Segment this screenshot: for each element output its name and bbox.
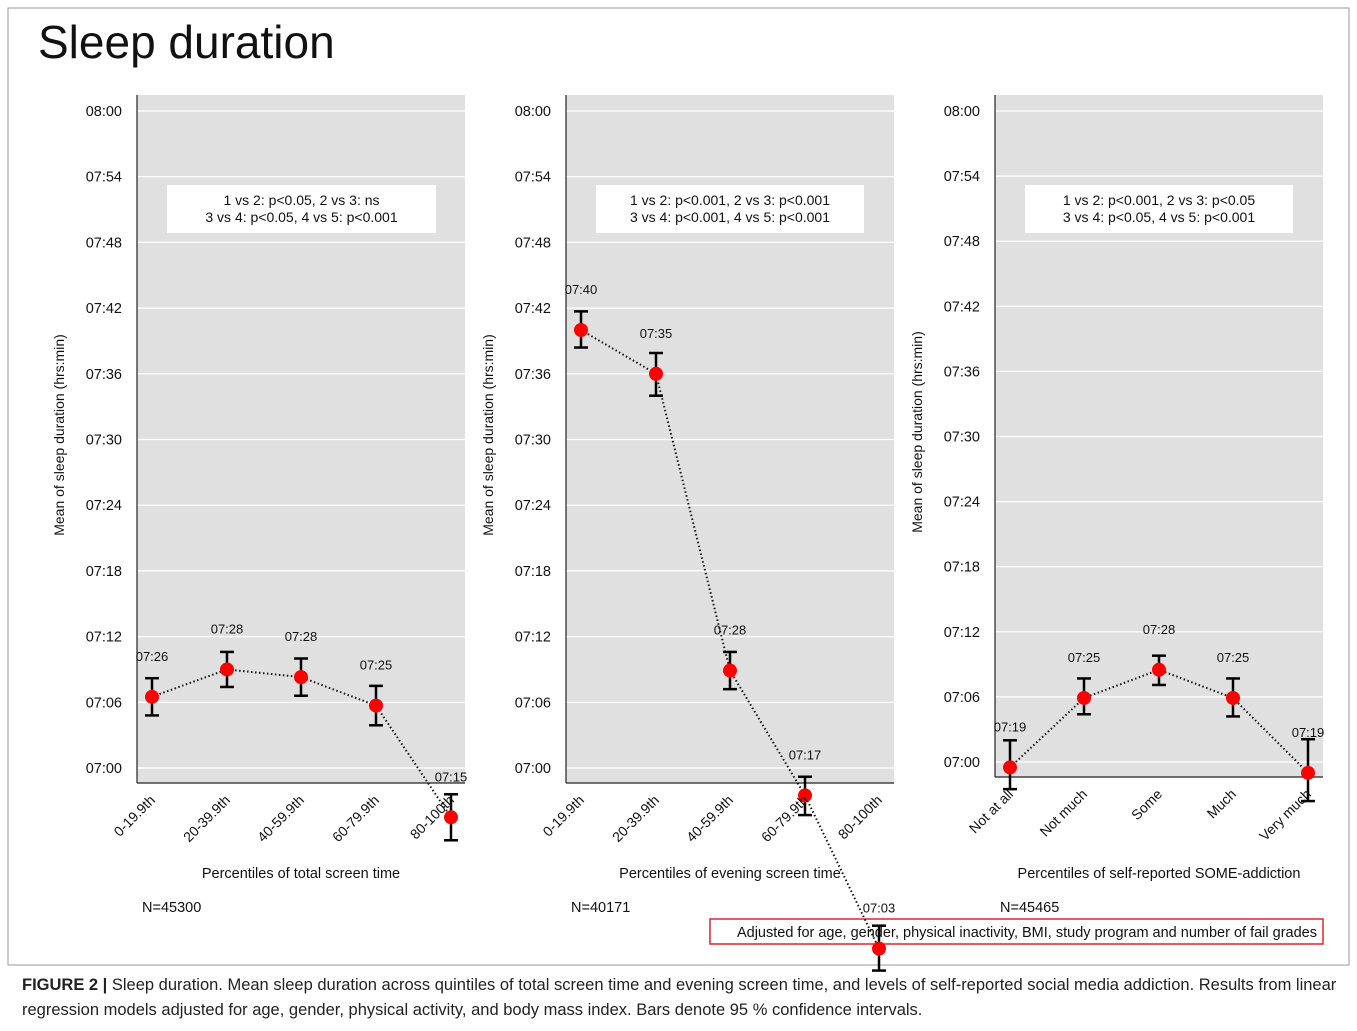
y-tick-label: 07:42 <box>944 299 980 315</box>
y-tick-label: 07:00 <box>515 761 551 777</box>
y-tick-label: 07:42 <box>86 301 122 317</box>
data-point <box>872 941 886 956</box>
y-tick-label: 07:48 <box>944 234 980 250</box>
annotation-line: 1 vs 2: p<0.001, 2 vs 3: p<0.001 <box>630 192 830 208</box>
y-tick-label: 07:18 <box>944 560 980 576</box>
chart-panel-2: 07:00 07:06 07:12 07:18 07:24 07:30 07:36 07:42… <box>480 95 896 972</box>
y-tick-label: 07:06 <box>944 690 980 706</box>
annotation-box <box>167 185 436 233</box>
series-line <box>1009 668 1309 774</box>
y-tick-labels: 07:00 07:06 07:12 07:18 07:24 07:30 07:36 07:42… <box>944 104 980 771</box>
data-point <box>1301 765 1315 780</box>
data-point <box>444 810 458 825</box>
annotation-box <box>596 185 864 233</box>
data-value-label: 07:28 <box>714 623 747 638</box>
data-value-label: 07:28 <box>1143 622 1176 637</box>
y-tick-label: 08:00 <box>944 104 980 120</box>
data-value-label: 07:26 <box>136 649 169 664</box>
data-value-label: 07:40 <box>565 282 598 297</box>
annotation-line: 1 vs 2: p<0.001, 2 vs 3: p<0.05 <box>1063 192 1255 208</box>
series-line <box>151 668 452 818</box>
y-tick-label: 07:54 <box>944 169 980 185</box>
data-value-label: 07:28 <box>285 629 318 644</box>
data-value-label: 07:15 <box>435 769 468 784</box>
y-axis-title: Mean of sleep duration (hrs:min) <box>909 331 925 533</box>
data-point <box>574 323 588 337</box>
y-tick-label: 07:06 <box>515 695 551 711</box>
data-value-label: 07:17 <box>789 747 822 762</box>
x-axis-title: Percentiles of total screen time <box>202 866 400 882</box>
data-value-label: 07:25 <box>1217 650 1250 665</box>
annotation-line: 1 vs 2: p<0.05, 2 vs 3: ns <box>223 192 379 208</box>
data-point <box>1226 690 1240 705</box>
y-tick-label: 07:36 <box>86 367 122 383</box>
y-tick-label: 07:06 <box>86 695 122 711</box>
y-tick-label: 07:36 <box>944 364 980 380</box>
chart-panel-1: 07:00 07:06 07:12 07:18 07:24 07:30 07:36 07:42… <box>51 95 467 916</box>
caption-label: FIGURE 2 | <box>22 976 108 994</box>
y-tick-label: 07:54 <box>515 170 551 186</box>
y-tick-label: 07:54 <box>86 170 122 186</box>
x-axis-title: Percentiles of self-reported SOME-addict… <box>1018 866 1301 882</box>
sample-size-label: N=45465 <box>1000 900 1059 916</box>
data-value-label: 07:25 <box>1068 650 1101 665</box>
y-tick-label: 07:18 <box>86 564 122 580</box>
data-value-label: 07:35 <box>640 326 673 341</box>
figure-caption: FIGURE 2 | Sleep duration. Mean sleep du… <box>22 973 1342 1023</box>
y-tick-labels: 07:00 07:06 07:12 07:18 07:24 07:30 07:36 07:42… <box>515 104 551 777</box>
y-tick-label: 07:12 <box>944 625 980 641</box>
y-tick-label: 07:42 <box>515 301 551 317</box>
data-point <box>294 670 308 685</box>
y-tick-label: 07:30 <box>515 433 551 449</box>
annotation-line: 3 vs 4: p<0.05, 4 vs 5: p<0.001 <box>1063 209 1255 225</box>
data-value-label: 07:03 <box>863 901 896 916</box>
y-axis-title: Mean of sleep duration (hrs:min) <box>51 334 67 536</box>
y-tick-label: 07:48 <box>515 235 551 251</box>
annotation-line: 3 vs 4: p<0.001, 4 vs 5: p<0.001 <box>630 209 830 225</box>
y-tick-label: 08:00 <box>515 104 551 120</box>
data-point <box>1152 662 1166 677</box>
figure-title: Sleep duration <box>38 16 335 68</box>
y-tick-label: 07:24 <box>515 498 551 514</box>
y-tick-label: 08:00 <box>86 104 122 120</box>
y-tick-label: 07:30 <box>86 433 122 449</box>
y-tick-label: 07:24 <box>944 495 980 511</box>
annotation-line: 3 vs 4: p<0.05, 4 vs 5: p<0.001 <box>205 209 397 225</box>
y-tick-labels: 07:00 07:06 07:12 07:18 07:24 07:30 07:36 07:42… <box>86 104 122 777</box>
y-tick-label: 07:48 <box>86 235 122 251</box>
gridlines <box>995 110 1323 763</box>
y-axis-title: Mean of sleep duration (hrs:min) <box>480 334 496 536</box>
y-tick-label: 07:36 <box>515 367 551 383</box>
y-tick-label: 07:12 <box>515 630 551 646</box>
data-point <box>1077 690 1091 705</box>
data-point <box>1003 760 1017 775</box>
y-tick-label: 07:12 <box>86 630 122 646</box>
adjustment-note: Adjusted for age, gender, physical inact… <box>737 925 1317 941</box>
y-tick-label: 07:18 <box>515 564 551 580</box>
y-tick-label: 07:24 <box>86 498 122 514</box>
data-point <box>798 788 812 803</box>
data-value-label: 07:19 <box>994 719 1027 734</box>
y-tick-label: 07:30 <box>944 430 980 446</box>
data-value-label: 07:25 <box>360 658 393 673</box>
data-point <box>369 698 383 713</box>
data-value-label: 07:28 <box>211 621 244 636</box>
data-point <box>145 689 159 704</box>
gridlines <box>566 110 894 769</box>
y-tick-label: 07:00 <box>86 761 122 777</box>
gridlines <box>137 110 465 769</box>
sample-size-label: N=40171 <box>571 900 630 916</box>
sample-size-label: N=45300 <box>142 900 201 916</box>
data-point <box>220 662 234 677</box>
adjustment-note-box <box>709 918 1324 945</box>
data-value-label: 07:19 <box>1292 725 1325 740</box>
data-point <box>649 366 663 381</box>
caption-text: Sleep duration. Mean sleep duration acro… <box>22 976 1337 1019</box>
data-point <box>723 663 737 678</box>
annotation-box <box>1025 185 1293 233</box>
x-axis-title: Percentiles of evening screen time <box>619 866 841 882</box>
y-tick-label: 07:00 <box>944 755 980 771</box>
